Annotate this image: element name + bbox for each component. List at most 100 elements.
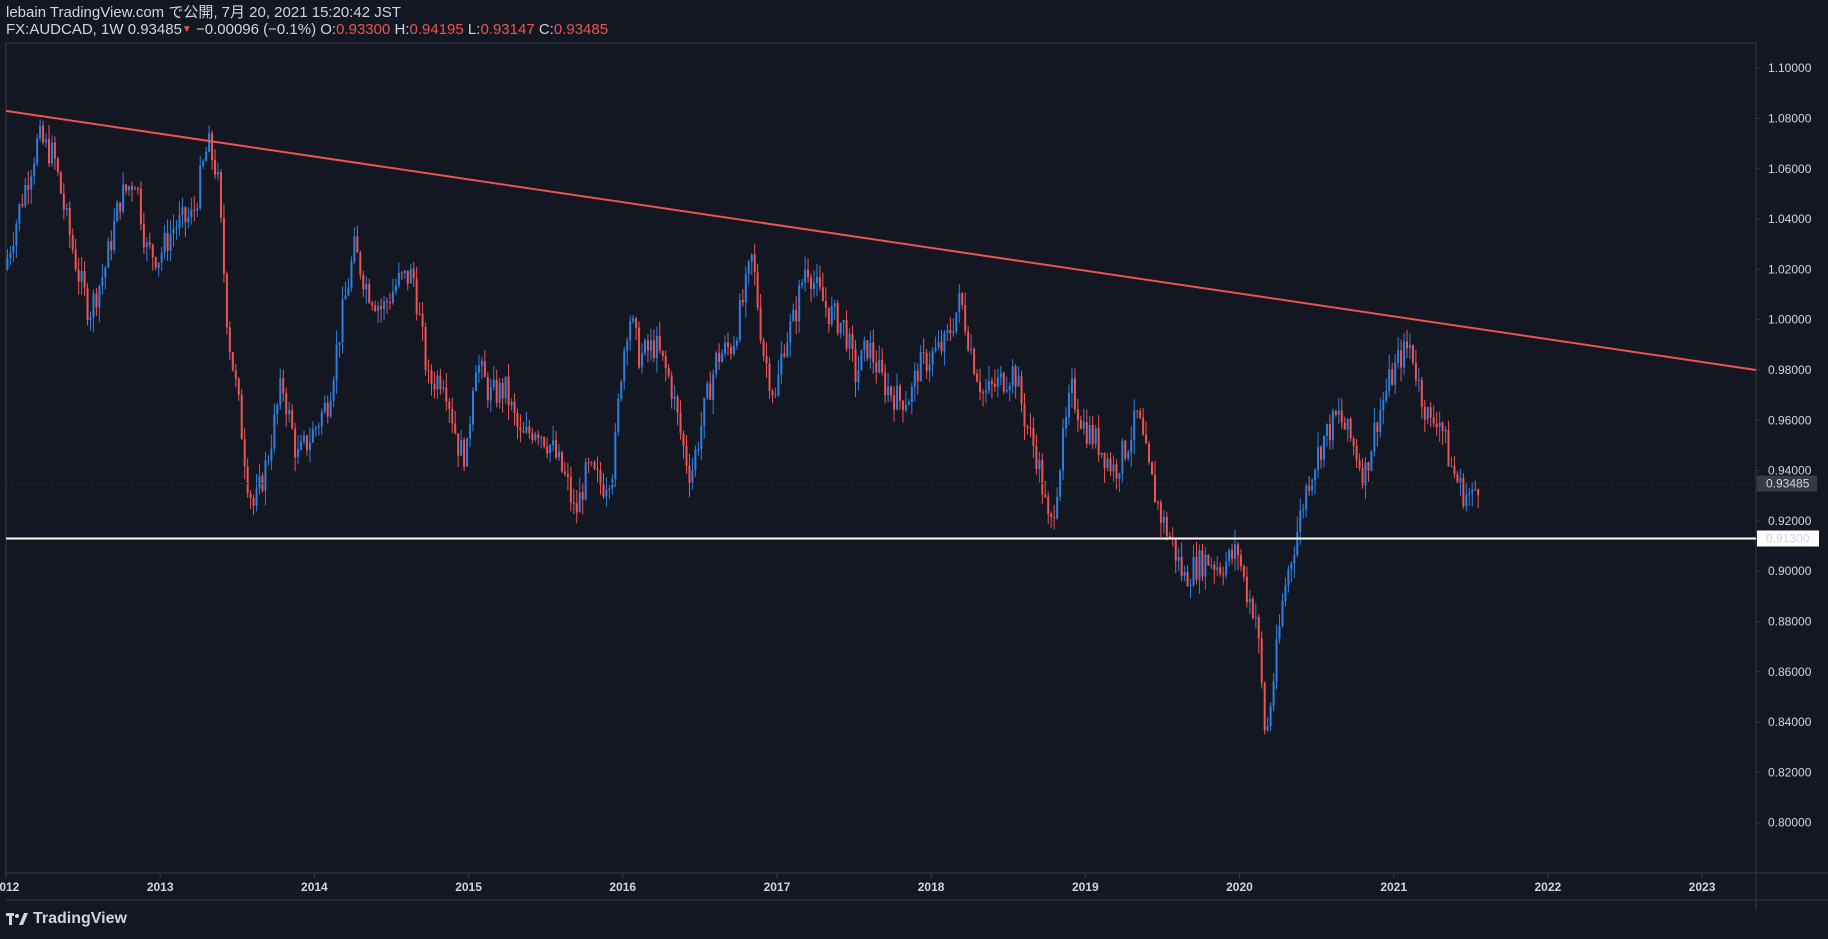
candle-body-down <box>893 395 896 410</box>
candle-body-down <box>380 306 383 310</box>
candle-body-down <box>1251 598 1254 618</box>
candle-body-up <box>1379 409 1382 433</box>
price-tick-label: 0.96000 <box>1768 413 1812 427</box>
candle-body-down <box>1041 459 1044 495</box>
candle-body-down <box>638 327 641 368</box>
candle-body-down <box>1376 422 1379 433</box>
candle-body-up <box>480 361 483 366</box>
candle-body-down <box>1236 544 1239 556</box>
open-value: 0.93300 <box>336 21 391 38</box>
candle-body-up <box>1228 550 1231 562</box>
candle-body-down <box>125 184 128 191</box>
candle-body-down <box>136 188 139 190</box>
close-value: 0.93485 <box>553 21 609 38</box>
candle-body-up <box>815 276 818 283</box>
price-axis[interactable]: 1.10000 1.08000 1.06000 1.04000 1.02000 1.000… <box>1756 61 1812 830</box>
candle-body-down <box>768 363 771 391</box>
candle-body-up <box>350 261 353 288</box>
candle-body-up <box>534 434 537 440</box>
candle-body-down <box>572 502 575 504</box>
candle-body-down <box>1103 452 1106 469</box>
candle-body-up <box>1183 572 1186 576</box>
tradingview-logo[interactable]: TradingView <box>6 910 127 928</box>
candle-body-up <box>1302 509 1305 511</box>
candle-body-down <box>1073 378 1076 410</box>
candle-body-down <box>901 400 904 411</box>
candle-body-up <box>101 277 104 286</box>
candle-body-up <box>133 188 136 190</box>
candle-body-down <box>593 462 596 469</box>
candle-body-up <box>1266 726 1269 731</box>
symbol-label[interactable]: FX:AUDCAD, 1W <box>6 21 124 38</box>
candle-body-up <box>122 184 125 212</box>
candle-body-up <box>952 331 955 334</box>
candle-body-down <box>1165 516 1168 537</box>
candle-body-down <box>305 435 308 451</box>
candle-body-up <box>744 273 747 303</box>
candle-body-down <box>1462 478 1465 507</box>
candle-body-up <box>504 376 507 399</box>
candle-body-down <box>463 439 466 467</box>
candle-body-down <box>1219 567 1222 574</box>
candle-body-up <box>80 271 83 282</box>
candle-body-down <box>1242 565 1245 577</box>
candle-body-up <box>1094 428 1097 445</box>
candle-body-down <box>110 241 113 250</box>
candle-body-up <box>472 390 475 425</box>
candle-body-down <box>1420 379 1423 407</box>
candle-body-down <box>427 369 430 371</box>
candle-body-down <box>1391 369 1394 385</box>
candle-body-down <box>1076 409 1079 421</box>
time-tick-label: 2022 <box>1534 880 1561 894</box>
candle-body-down <box>981 392 984 394</box>
candle-body-down <box>495 379 498 403</box>
candle-body-up <box>910 386 913 403</box>
candle-body-up <box>907 402 910 405</box>
candle-body-down <box>1136 410 1139 412</box>
candle-body-down <box>62 193 65 210</box>
time-tick-label: 2019 <box>1072 880 1099 894</box>
candle-body-up <box>397 272 400 286</box>
candle-body-down <box>688 465 691 484</box>
candle-body-down <box>1328 424 1331 441</box>
candle-body-down <box>973 348 976 374</box>
candle-body-up <box>442 387 445 390</box>
candle-body-up <box>1322 435 1325 460</box>
candle-body-down <box>1355 445 1358 461</box>
candle-body-down <box>1174 539 1177 561</box>
candle-body-up <box>208 133 211 152</box>
candle-body-up <box>1162 516 1165 523</box>
candle-body-down <box>184 207 187 223</box>
time-axis[interactable]: 2012 2013 2014 2015 2016 2017 2018 2019 2020 2021… <box>0 873 1716 894</box>
candle-body-down <box>228 327 231 353</box>
candle-body-up <box>789 321 792 343</box>
candle-body-up <box>347 287 350 296</box>
candle-body-down <box>42 125 45 143</box>
price-tick-label: 0.80000 <box>1768 816 1812 830</box>
candle-body-down <box>560 451 563 472</box>
candle-body-up <box>302 435 305 442</box>
candle-body-up <box>39 125 42 139</box>
candle-body-up <box>308 442 311 451</box>
candle-body-down <box>569 476 572 503</box>
candle-body-up <box>1234 544 1237 559</box>
candle-body-down <box>148 242 151 245</box>
candle-body-down <box>854 349 857 382</box>
candle-body-down <box>1260 638 1263 684</box>
candle-body-up <box>163 232 166 253</box>
candle-body-down <box>670 375 673 399</box>
drawing-overlays[interactable] <box>5 109 1757 540</box>
candle-body-up <box>403 270 406 274</box>
candle-body-up <box>721 353 724 362</box>
candle-body-up <box>489 387 492 401</box>
candle-body-up <box>30 176 33 190</box>
candle-body-down <box>1239 555 1242 566</box>
candle-body-up <box>50 142 53 164</box>
candle-body-down <box>1263 683 1266 731</box>
candle-body-up <box>1337 410 1340 415</box>
candle-body-down <box>762 340 765 357</box>
candle-body-down <box>795 309 798 322</box>
candle-body-up <box>178 215 181 228</box>
candle-body-down <box>1213 564 1216 570</box>
